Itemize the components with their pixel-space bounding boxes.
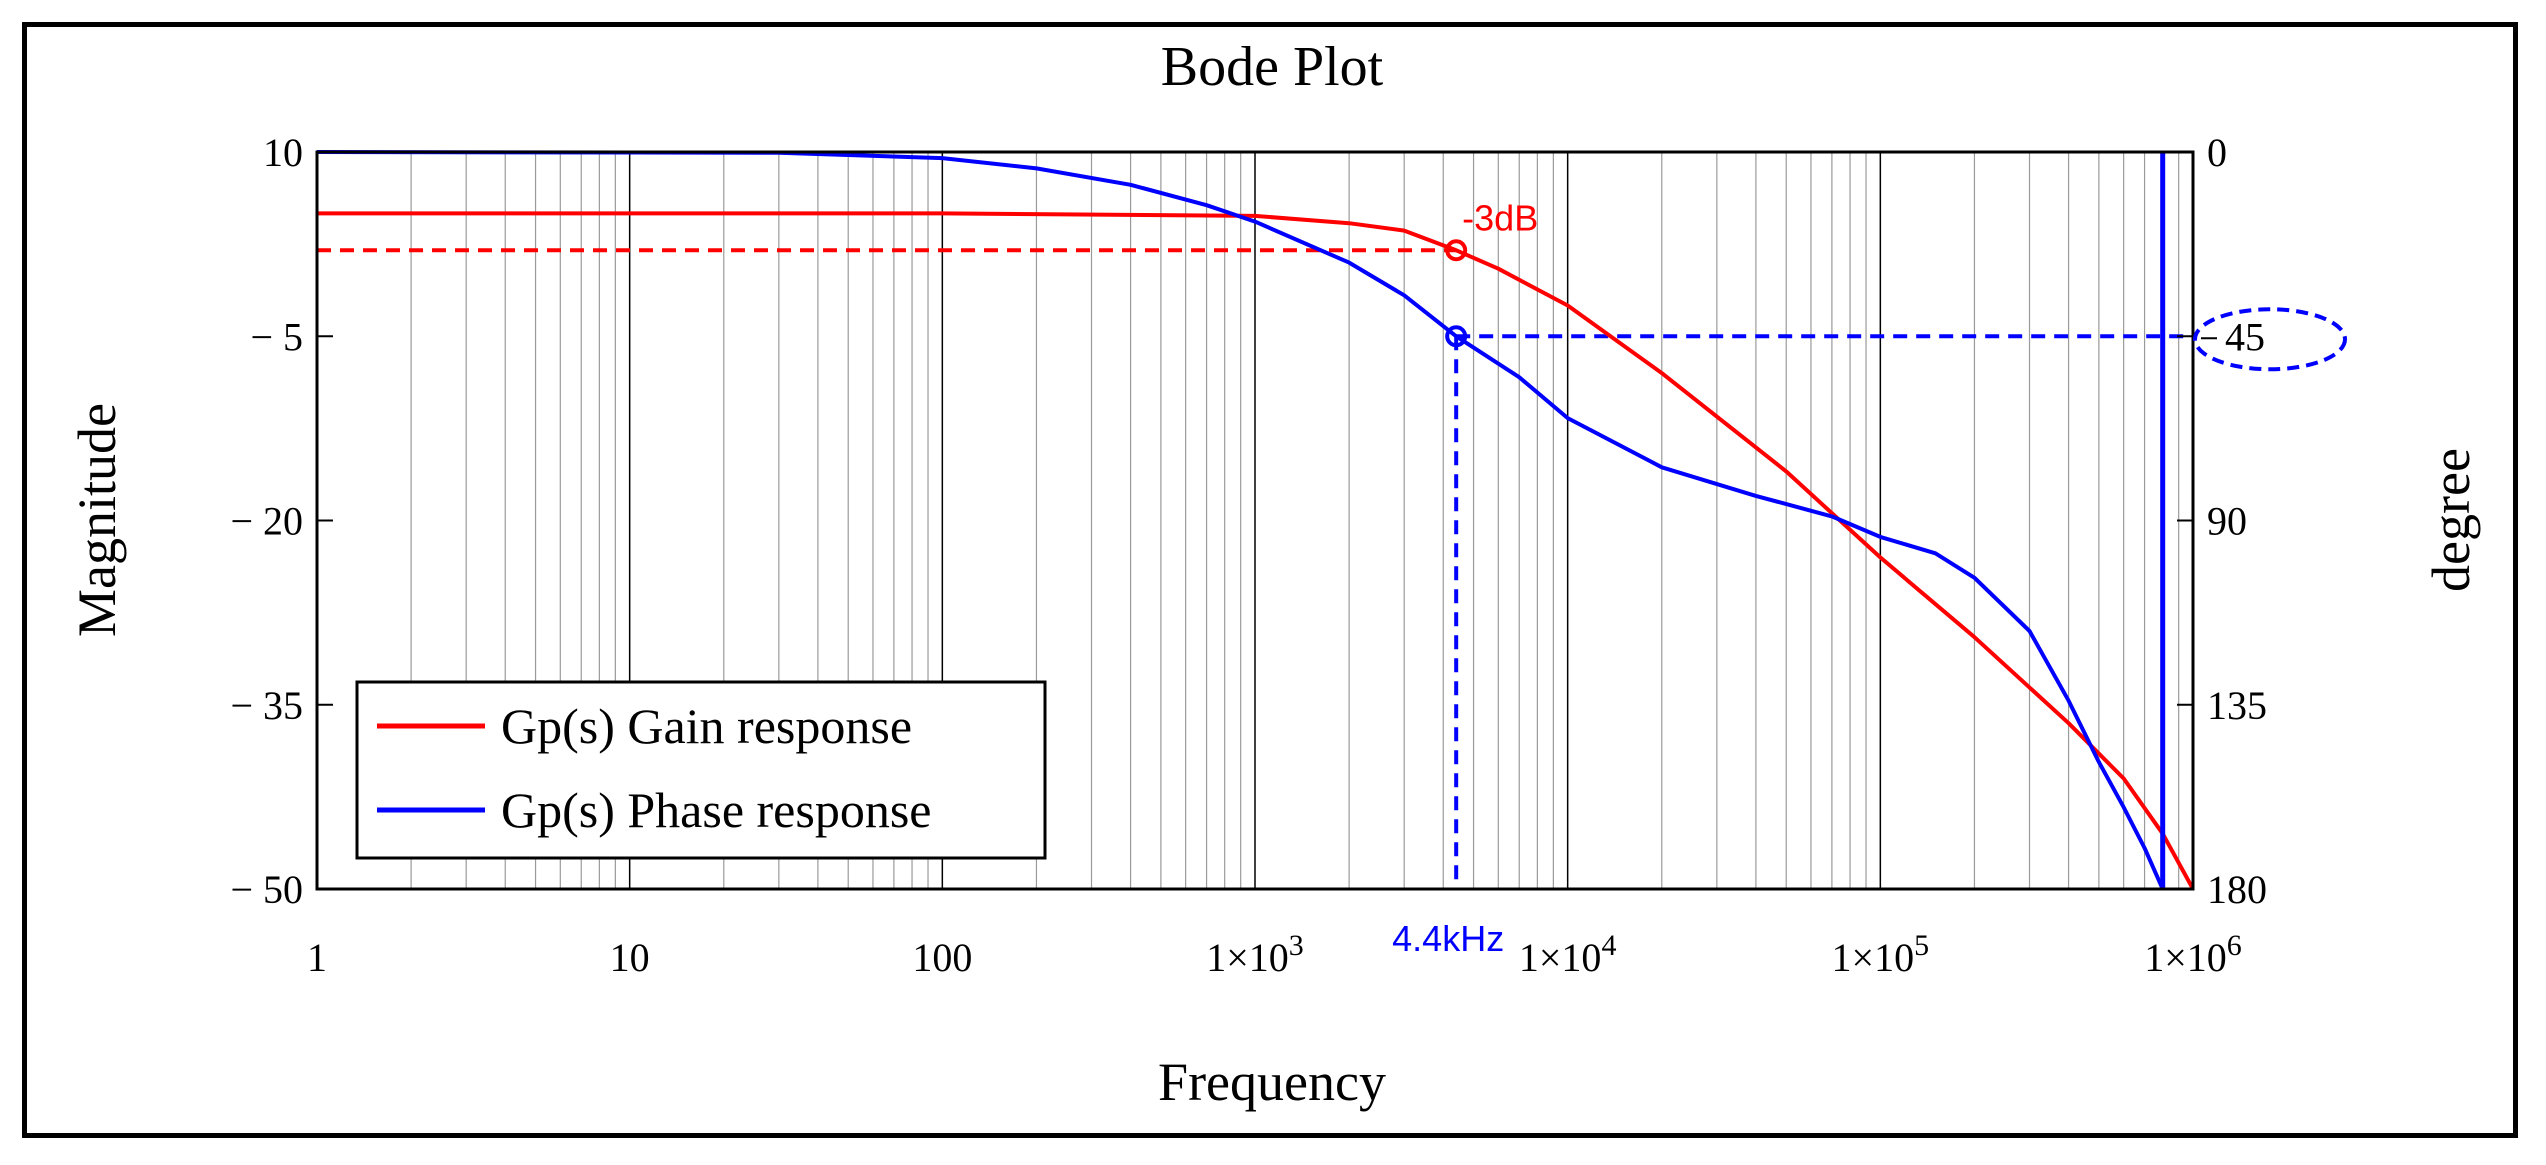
guide-lines: [317, 239, 2193, 889]
chart-frame: Bode Plot Frequency Magnitude degree 10− 5− …: [22, 22, 2518, 1138]
y-axis-left-label: Magnitude: [67, 403, 127, 637]
legend-label: Gp(s) Phase response: [501, 782, 931, 838]
legend: Gp(s) Gain response Gp(s) Phase response: [355, 680, 1047, 860]
y-tick-label-right: 135: [2207, 683, 2267, 728]
y-tick-label-left: − 20: [230, 499, 303, 544]
y-tick-label-right: 180: [2207, 867, 2267, 912]
y-tick-label-right: 0: [2207, 130, 2227, 175]
phase45-marker: [1445, 325, 1468, 348]
x-tick-label: 1×106: [2144, 929, 2242, 980]
legend-label: Gp(s) Gain response: [501, 698, 912, 754]
x-tick-label: 1×103: [1206, 929, 1304, 980]
minus3db-label: -3dB: [1462, 197, 1538, 238]
gain-response-line: [317, 211, 2195, 890]
y-tick-label-left: 10: [263, 130, 303, 175]
y-tick-label-right: 90: [2207, 499, 2247, 544]
y-tick-label-left: − 5: [250, 314, 303, 359]
x-axis-label: Frequency: [1158, 1052, 1386, 1112]
x-tick-label: 1×104: [1519, 929, 1617, 980]
x-tick-label: 100: [912, 935, 972, 980]
chart-title: Bode Plot: [1161, 36, 1384, 98]
y-tick-label-left: − 35: [230, 683, 303, 728]
x-tick-label: 1: [307, 935, 327, 980]
frequency-annotation-label: 4.4kHz: [1392, 918, 1504, 959]
axes: [315, 150, 2195, 891]
x-tick-label: 1×105: [1832, 929, 1930, 980]
phase-response-line: [316, 150, 2165, 890]
y-tick-label-left: − 50: [230, 867, 303, 912]
series-lines: [316, 150, 2195, 890]
minus3db-marker: [1445, 239, 1468, 262]
x-tick-label: 10: [610, 935, 650, 980]
phase45-highlight-ellipse: [2193, 307, 2347, 372]
y-axis-right-label: degree: [2421, 448, 2481, 592]
y-tick-label-right: 45: [2225, 314, 2265, 359]
legend-box: [355, 680, 1047, 860]
